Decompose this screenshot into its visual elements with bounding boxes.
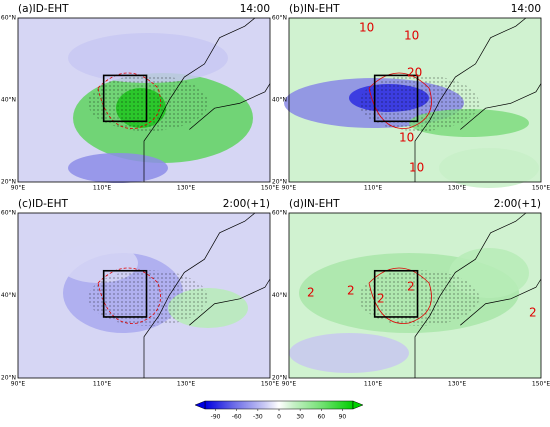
lat-tick-label: 60°N bbox=[1, 15, 16, 22]
study-region-box bbox=[102, 74, 148, 123]
lon-tick-label: 130°E bbox=[448, 381, 466, 388]
colorbar-tick-label: -30 bbox=[253, 414, 263, 421]
lat-tick-label: 60°N bbox=[272, 210, 287, 217]
panel-time: 2:00(+1) bbox=[223, 198, 270, 210]
coastline bbox=[414, 17, 527, 182]
contour-label: 10 bbox=[409, 161, 424, 175]
colorbar-tick-label: 90 bbox=[339, 414, 347, 421]
map-frame bbox=[17, 17, 271, 183]
lon-tick-label: 110°E bbox=[93, 381, 111, 388]
contour bbox=[368, 267, 432, 324]
panel-title: (d)IN-EHT bbox=[289, 198, 340, 210]
shading bbox=[68, 33, 228, 83]
map-frame bbox=[288, 212, 542, 379]
contour-label: 10 bbox=[359, 21, 374, 35]
lon-tick-label: 130°E bbox=[177, 381, 195, 388]
colorbar-extend-high bbox=[352, 400, 364, 410]
stippling bbox=[88, 75, 208, 131]
colorbar-tick-label: -60 bbox=[232, 414, 242, 421]
map-frame bbox=[288, 17, 542, 183]
lat-tick-label: 40°N bbox=[1, 97, 16, 104]
coastline bbox=[143, 17, 256, 182]
contour-label: 2 bbox=[347, 284, 355, 298]
contour-label: 10 bbox=[399, 131, 414, 145]
lat-tick-label: 40°N bbox=[272, 97, 287, 104]
contour-label: 2 bbox=[377, 292, 385, 306]
contour bbox=[368, 72, 432, 129]
shading bbox=[58, 243, 138, 283]
shading bbox=[439, 148, 539, 188]
colorbar-extend-low bbox=[194, 400, 206, 410]
map-panel: (c)ID-EHT 2:00(+1) 20°N 40°N 60°N 90°E 110°E 13… bbox=[1, 198, 279, 388]
stippling bbox=[88, 270, 208, 326]
panel-time: 14:00 bbox=[240, 3, 270, 15]
study-region-box bbox=[102, 269, 148, 318]
lon-tick-label: 90°E bbox=[11, 185, 26, 192]
lon-tick-label: 150°E bbox=[261, 381, 279, 388]
colorbar-tick-label: 30 bbox=[296, 414, 304, 421]
lon-tick-label: 90°E bbox=[282, 381, 297, 388]
colorbar-tick-label: 0 bbox=[277, 414, 281, 421]
contour-label: 10 bbox=[404, 29, 419, 43]
lon-tick-label: 110°E bbox=[364, 381, 382, 388]
colorbar-tick-label: 60 bbox=[317, 414, 325, 421]
coastline bbox=[414, 212, 527, 378]
lon-tick-label: 130°E bbox=[177, 185, 195, 192]
lat-tick-label: 40°N bbox=[272, 292, 287, 299]
lat-tick-label: 60°N bbox=[272, 15, 287, 22]
lon-tick-label: 110°E bbox=[364, 185, 382, 192]
study-region-box bbox=[373, 74, 419, 123]
lat-tick-label: 20°N bbox=[1, 179, 16, 186]
lon-tick-label: 150°E bbox=[261, 185, 279, 192]
colorbar-tick-label: -90 bbox=[211, 414, 221, 421]
shading bbox=[68, 153, 168, 183]
contour-label: 20 bbox=[407, 66, 422, 80]
map-panel: (b)IN-EHT 14:00 20°N 40°N 60°N 90°E 110°E 130°E… bbox=[272, 3, 550, 192]
lon-tick-label: 150°E bbox=[532, 185, 550, 192]
lat-tick-label: 20°N bbox=[272, 179, 287, 186]
coastline bbox=[189, 83, 271, 130]
lon-tick-label: 150°E bbox=[532, 381, 550, 388]
contour-label: 2 bbox=[529, 306, 537, 320]
lat-tick-label: 20°N bbox=[272, 375, 287, 382]
lat-tick-label: 20°N bbox=[1, 375, 16, 382]
contour-label: 2 bbox=[407, 280, 415, 294]
stippling bbox=[359, 270, 479, 326]
lon-tick-label: 110°E bbox=[93, 185, 111, 192]
study-region-box bbox=[373, 269, 419, 318]
lon-tick-label: 90°E bbox=[282, 185, 297, 192]
contour-label: 2 bbox=[307, 286, 315, 300]
lon-tick-label: 130°E bbox=[448, 185, 466, 192]
panel-title: (c)ID-EHT bbox=[18, 198, 68, 210]
colorbar bbox=[204, 400, 354, 410]
map-panel: (a)ID-EHT 14:00 20°N 40°N 60°N 90°E 110°E 130°E… bbox=[1, 3, 279, 192]
stippling bbox=[359, 75, 479, 131]
panel-title: (a)ID-EHT bbox=[18, 3, 69, 15]
panel-title: (b)IN-EHT bbox=[289, 3, 340, 15]
coastline bbox=[460, 278, 542, 326]
coastline bbox=[189, 278, 271, 326]
shading bbox=[289, 333, 409, 373]
lat-tick-label: 60°N bbox=[1, 210, 16, 217]
panel-time: 2:00(+1) bbox=[494, 198, 541, 210]
panel-time: 14:00 bbox=[511, 3, 541, 15]
coastline bbox=[460, 83, 542, 130]
lon-tick-label: 90°E bbox=[11, 381, 26, 388]
lat-tick-label: 40°N bbox=[1, 292, 16, 299]
map-frame bbox=[17, 212, 271, 379]
map-panel: (d)IN-EHT 2:00(+1) 20°N 40°N 60°N 90°E 110°E 13… bbox=[272, 198, 550, 388]
coastline bbox=[143, 212, 256, 378]
